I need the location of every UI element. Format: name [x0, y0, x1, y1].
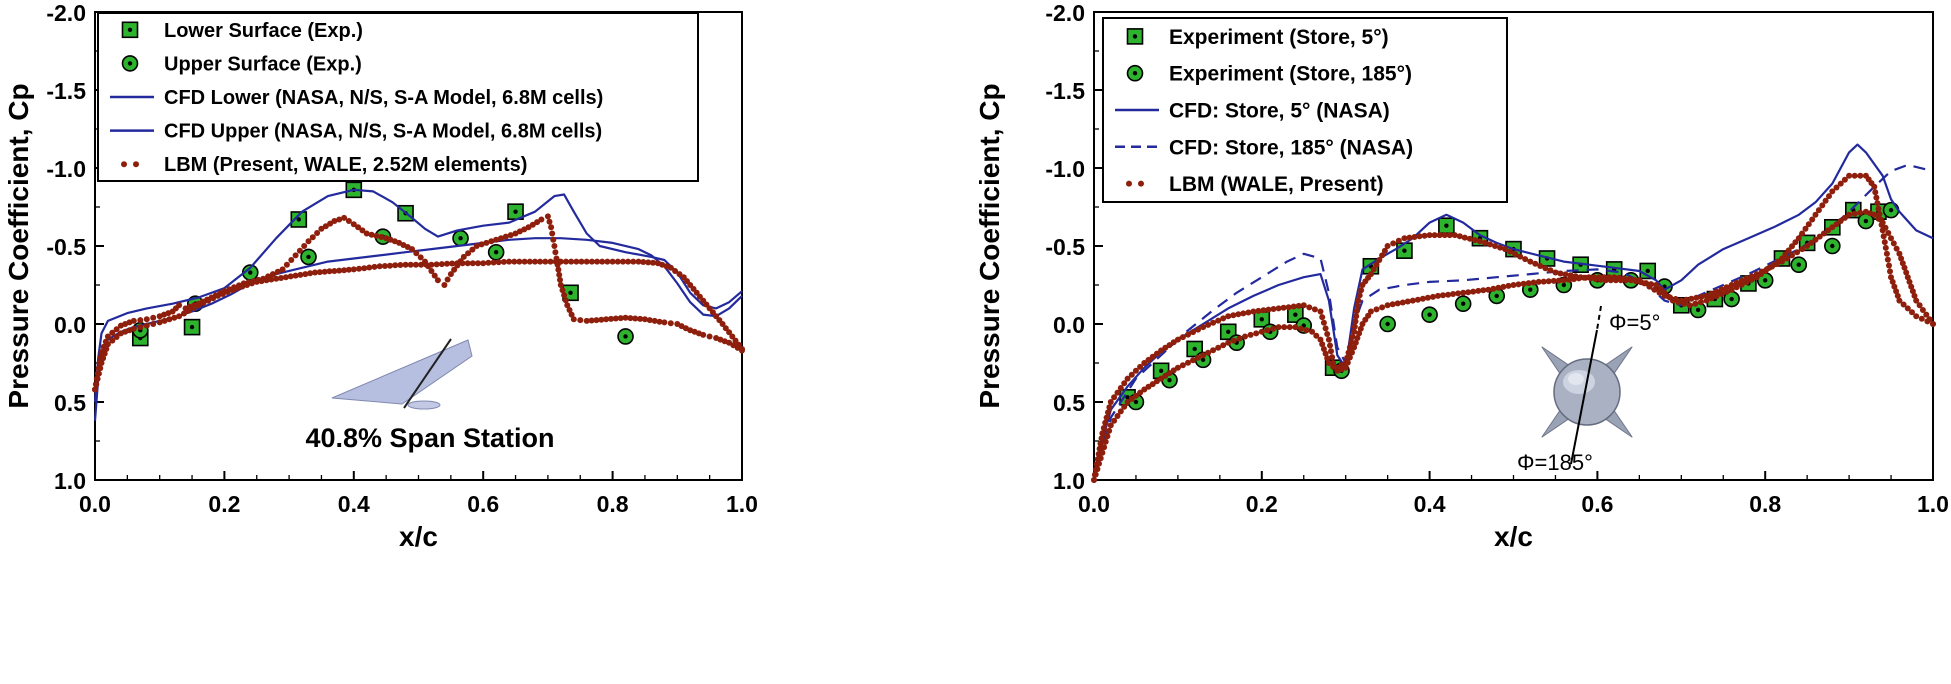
- y-tick-label: -1.5: [1045, 78, 1085, 104]
- y-tick-label: 1.0: [54, 468, 86, 494]
- series-0: [131, 181, 579, 347]
- y-tick-label: -1.0: [46, 156, 86, 182]
- x-tick-label: 0.4: [1414, 491, 1446, 517]
- x-tick-label: 1.0: [726, 491, 758, 517]
- legend: Lower Surface (Exp.) Upper Surface (Exp.)…: [97, 12, 699, 182]
- legend-item-0: Lower Surface (Exp.): [121, 20, 363, 42]
- series-0: [1119, 201, 1887, 406]
- legend-label: Experiment (Store, 5°): [1169, 26, 1389, 49]
- chart-svg-1: 0.0 0.2 0.4 0.6 0.8 1.0 -2.0 -1.5 -1.0 -0.5 0.0 0.5…: [974, 0, 1949, 552]
- y-tick-label: -0.5: [46, 234, 86, 260]
- y-tick-label: 0.5: [1053, 390, 1085, 416]
- y-tick-label: 0.5: [54, 390, 86, 416]
- legend-label: LBM (WALE, Present): [1169, 173, 1384, 196]
- annotation: Φ=5° Φ=185°: [1517, 305, 1660, 475]
- legend-item-3: CFD: Store, 185° (NASA): [1115, 136, 1413, 159]
- legend-label: CFD Lower (NASA, N/S, S-A Model, 6.8M ce…: [164, 87, 603, 109]
- x-axis-label: x/c: [1494, 521, 1533, 552]
- y-tick-label: -1.5: [46, 78, 86, 104]
- x-tick-label: 0.6: [1581, 491, 1613, 517]
- axes: 0.0 0.2 0.4 0.6 0.8 1.0 -2.0 -1.5 -1.0 -0.5 0.0 0.5…: [974, 0, 1949, 552]
- axes: 0.0 0.2 0.4 0.6 0.8 1.0 -2.0 -1.5 -1.0 -0.5 0.0 0.5…: [3, 0, 758, 552]
- x-tick-label: 0.8: [597, 491, 629, 517]
- chart-wing-span-station: 0.0 0.2 0.4 0.6 0.8 1.0 -2.0 -1.5 -1.0 -0.5 0.0 0.5…: [0, 0, 975, 679]
- y-tick-label: 1.0: [1053, 468, 1085, 494]
- legend-label: CFD: Store, 185° (NASA): [1169, 136, 1413, 159]
- y-tick-label: -1.0: [1045, 156, 1085, 182]
- phi-185-label: Φ=185°: [1517, 450, 1593, 475]
- legend-item-2: CFD Lower (NASA, N/S, S-A Model, 6.8M ce…: [110, 87, 603, 109]
- x-tick-label: 0.0: [1078, 491, 1110, 517]
- span-station-label: 40.8% Span Station: [305, 423, 554, 453]
- y-axis-label: Pressure Coefficient, Cp: [3, 83, 34, 408]
- series-1: [131, 228, 634, 345]
- y-tick-label: 0.0: [1053, 312, 1085, 338]
- series-3: [93, 188, 743, 403]
- legend-label: Lower Surface (Exp.): [164, 20, 363, 42]
- y-tick-label: 0.0: [54, 312, 86, 338]
- y-tick-label: -2.0: [46, 0, 86, 26]
- x-tick-label: 0.2: [208, 491, 240, 517]
- x-tick-label: 0.2: [1246, 491, 1278, 517]
- series-4: [92, 213, 745, 393]
- x-axis-label: x/c: [399, 521, 438, 552]
- legend-item-0: Experiment (Store, 5°): [1126, 26, 1389, 49]
- wing-planform-graphic: [331, 338, 473, 410]
- y-tick-label: -0.5: [1045, 234, 1085, 260]
- x-tick-label: 0.6: [467, 491, 499, 517]
- legend-item-3: CFD Upper (NASA, N/S, S-A Model, 6.8M ce…: [110, 121, 602, 143]
- x-tick-label: 0.4: [338, 491, 370, 517]
- y-axis-label: Pressure Coefficient, Cp: [975, 83, 1005, 408]
- legend-label: Upper Surface (Exp.): [164, 53, 362, 75]
- store-graphic: [1541, 305, 1633, 465]
- legend-item-2: CFD: Store, 5° (NASA): [1115, 100, 1390, 123]
- x-tick-label: 0.8: [1749, 491, 1781, 517]
- legend-item-4: LBM (WALE, Present): [1126, 173, 1384, 196]
- legend: Experiment (Store, 5°) Experiment (Store,…: [1102, 17, 1508, 203]
- series-1: [1127, 201, 1900, 411]
- chart-svg-0: 0.0 0.2 0.4 0.6 0.8 1.0 -2.0 -1.5 -1.0 -0.5 0.0 0.5…: [3, 0, 758, 552]
- legend-label: CFD Upper (NASA, N/S, S-A Model, 6.8M ce…: [164, 121, 602, 143]
- chart-store-pressure: 0.0 0.2 0.4 0.6 0.8 1.0 -2.0 -1.5 -1.0 -0.5 0.0 0.5…: [974, 0, 1951, 679]
- series-2: [1092, 143, 1934, 481]
- legend-label: LBM (Present, WALE, 2.52M elements): [164, 154, 527, 176]
- legend-label: Experiment (Store, 185°): [1169, 63, 1412, 86]
- legend-label: CFD: Store, 5° (NASA): [1169, 100, 1390, 123]
- x-tick-label: 0.0: [79, 491, 111, 517]
- x-tick-label: 1.0: [1917, 491, 1949, 517]
- phi-5-label: Φ=5°: [1609, 310, 1660, 335]
- legend-item-1: Upper Surface (Exp.): [121, 53, 362, 75]
- legend-item-4: LBM (Present, WALE, 2.52M elements): [121, 154, 527, 176]
- y-tick-label: -2.0: [1045, 0, 1085, 26]
- annotation: 40.8% Span Station: [305, 338, 555, 453]
- legend-item-1: Experiment (Store, 185°): [1126, 63, 1412, 86]
- series-4: [1091, 172, 1936, 483]
